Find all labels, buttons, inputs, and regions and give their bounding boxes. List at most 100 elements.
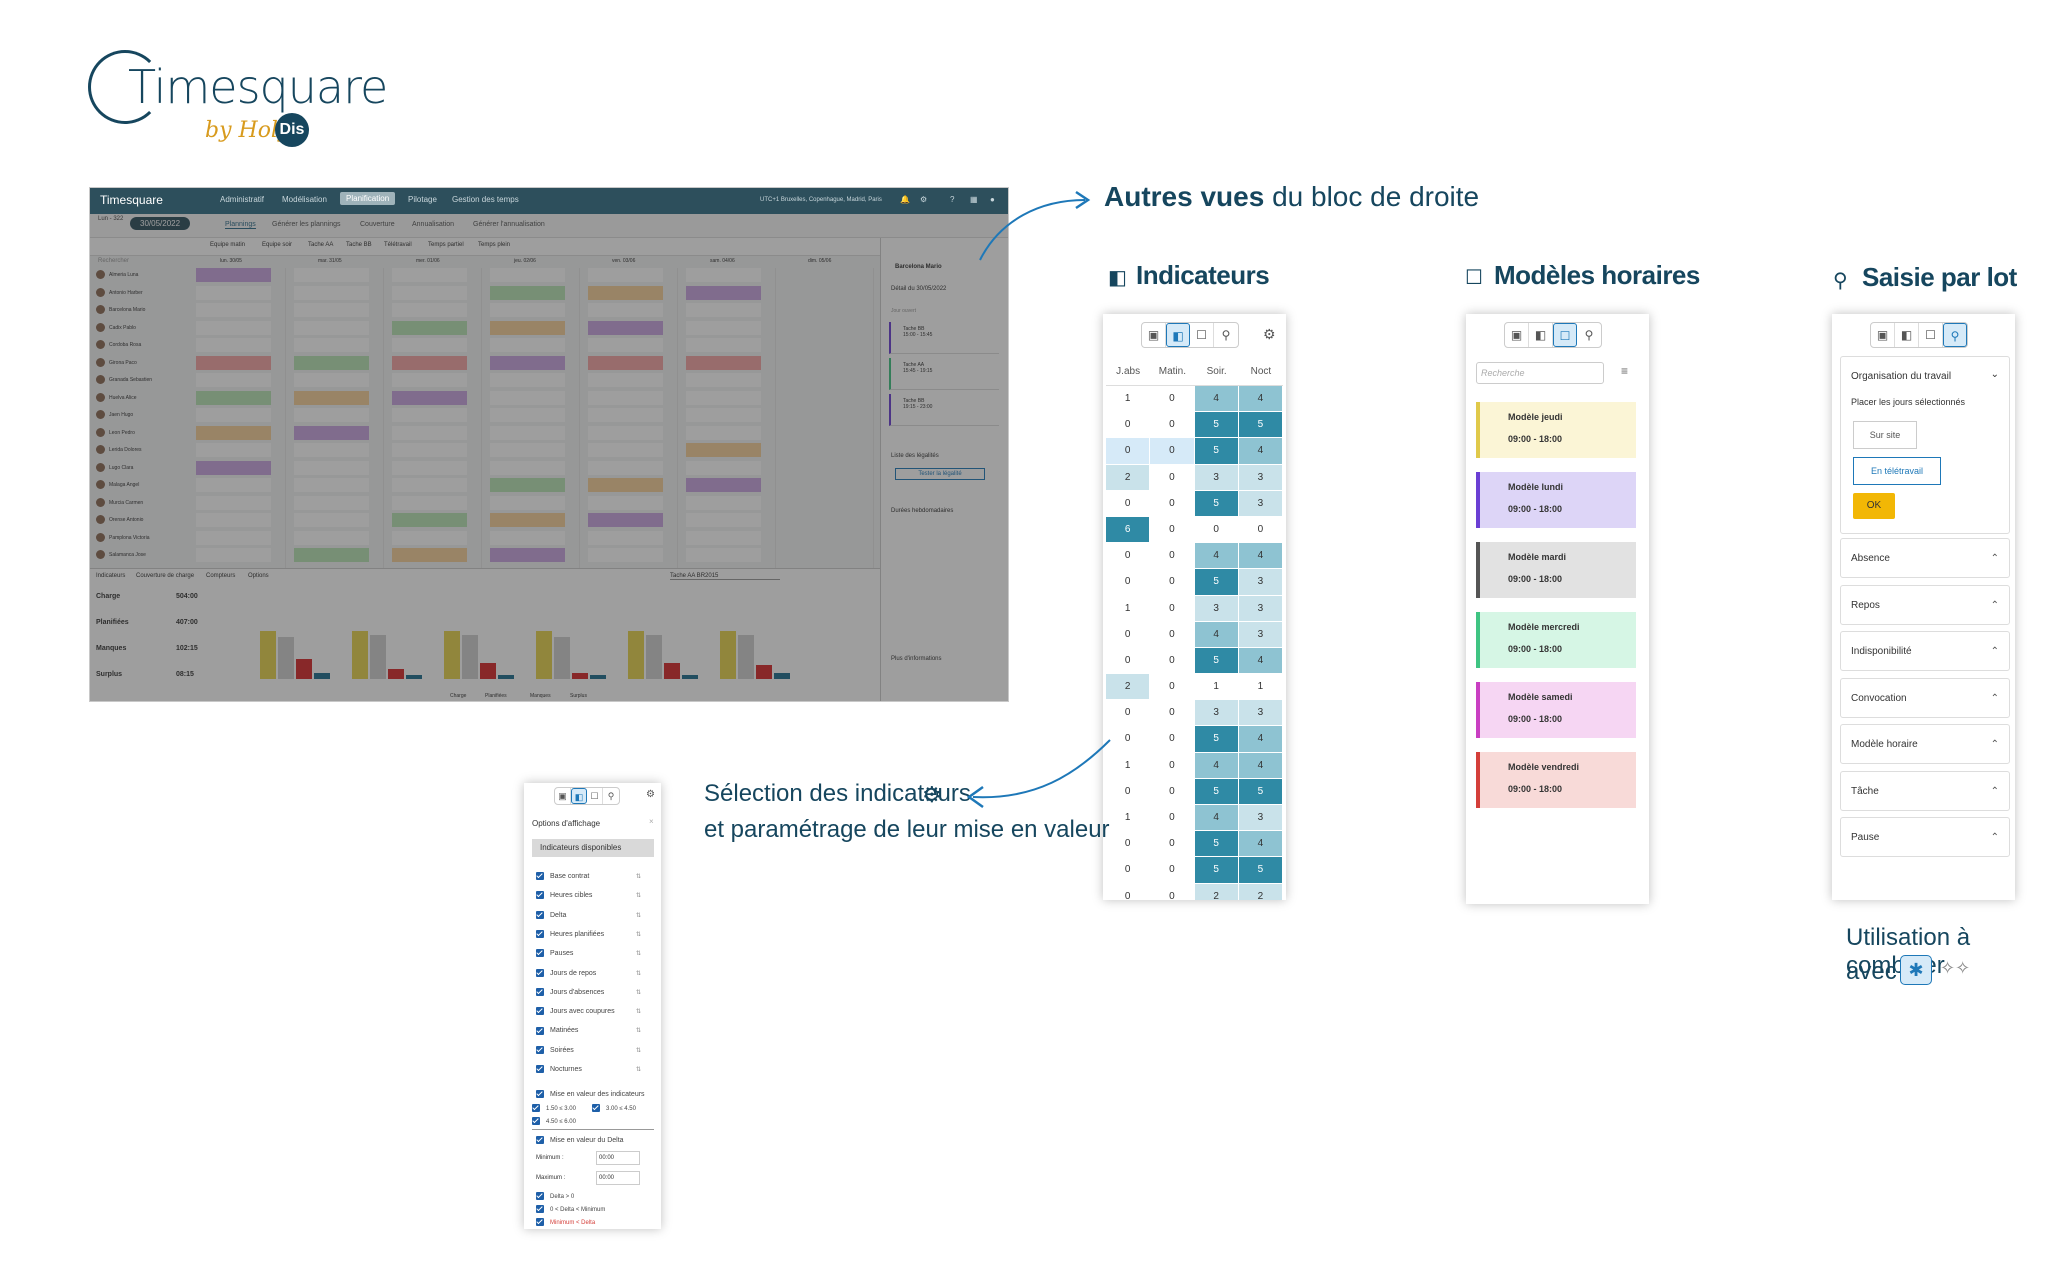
person-row[interactable]: Salamanca Jose [96,548,186,562]
modeles-tab-icon[interactable]: ☐ [1190,323,1214,347]
filter-tache-bb[interactable]: Tache BB [346,242,372,248]
indicator-cell[interactable]: 2 [1238,883,1283,900]
filter-tache-aa[interactable]: Tache AA [308,242,334,248]
shift-cell[interactable] [196,303,271,317]
bottom-tab-compteurs[interactable]: Compteurs [206,573,236,579]
right-plus[interactable]: Plus d'informations [891,656,942,662]
shift-cell[interactable] [490,320,565,335]
indicator-cell[interactable]: 3 [1238,700,1283,727]
shift-cell[interactable] [490,390,565,405]
option-item[interactable]: Matinées ⇅ [536,1025,641,1037]
shift-cell[interactable] [588,268,663,282]
range-row-2[interactable]: 3.00 ≤ 4.50 [592,1103,636,1115]
tester-legalite-button[interactable]: Tester la légalité [895,468,985,480]
shift-cell[interactable] [196,408,271,422]
checkbox[interactable] [536,1136,544,1145]
person-row[interactable]: Barcelona Mario [96,303,186,317]
saisie-tab-icon[interactable]: ⚲ [1221,328,1231,342]
filter-temps-partiel[interactable]: Temps partiel [428,242,464,248]
filter-equipe-matin[interactable]: Equipe matin [210,242,246,248]
shift-cell[interactable] [686,495,761,510]
indicator-cell[interactable]: 0 [1150,674,1195,701]
indicator-cell[interactable]: 0 [1106,831,1151,858]
checkbox[interactable] [532,1117,540,1126]
help-icon[interactable]: ? [950,195,955,204]
shift-cell[interactable] [392,530,467,545]
shift-cell[interactable] [196,443,271,457]
shift-cell[interactable] [392,373,467,387]
person-row[interactable]: Antonio Harber [96,286,186,300]
shift-cell[interactable] [588,478,663,492]
shift-cell[interactable] [294,303,369,317]
indicator-cell[interactable]: 1 [1194,674,1239,701]
option-item[interactable]: Delta ⇅ [536,910,641,922]
indicator-cell[interactable]: 5 [1238,412,1283,439]
saisie-tab-icon[interactable]: ⚲ [607,791,615,801]
range-row-3[interactable]: 4.50 ≤ 6.00 [532,1116,576,1128]
option-item[interactable]: Nocturnes ⇅ [536,1064,641,1076]
person-row[interactable]: Pamplona Victoria [96,531,186,545]
indicators-tab-icon[interactable]: ◧ [1895,323,1919,347]
indicator-cell[interactable]: 5 [1238,857,1283,884]
indicator-cell[interactable]: 0 [1150,412,1195,439]
indicator-cell[interactable]: 0 [1106,569,1151,596]
checkbox[interactable] [536,1045,544,1054]
indicator-cell[interactable]: 0 [1150,490,1195,517]
person-row[interactable]: Murcia Carmen [96,496,186,510]
bell-icon[interactable]: 🔔 [900,195,910,204]
indicator-cell[interactable]: 4 [1238,543,1283,570]
modele-card[interactable]: Modèle mercredi 09:00 - 18:00 [1476,612,1636,668]
shift-cell[interactable] [686,303,761,317]
shift-cell[interactable] [196,355,271,370]
shift-cell[interactable] [294,548,369,562]
shift-cell[interactable] [392,268,467,282]
shift-cell[interactable] [490,373,565,387]
indicator-cell[interactable]: 3 [1194,700,1239,727]
teletravail-button[interactable]: En télétravail [1853,457,1941,485]
mise-delta-row[interactable]: Mise en valeur du Delta [536,1135,624,1147]
checkbox[interactable] [536,1218,544,1227]
tab-couverture[interactable]: Couverture [360,221,395,228]
shift-cell[interactable] [294,355,369,370]
indicator-cell[interactable]: 4 [1194,386,1239,413]
indicator-cell[interactable]: 0 [1150,621,1195,648]
shift-cell[interactable] [490,530,565,545]
filter-icon[interactable]: ≡ [1621,364,1629,378]
checkbox[interactable] [536,930,544,939]
shift-cell[interactable] [490,355,565,370]
person-row[interactable]: Cadix Pablo [96,321,186,335]
modele-card[interactable]: Modèle lundi 09:00 - 18:00 [1476,472,1636,528]
shift-cell[interactable] [392,320,467,335]
saisie-section-3[interactable]: Convocation ⌃ [1840,677,2010,718]
option-item[interactable]: Base contrat ⇅ [536,871,641,883]
indicator-cell[interactable]: 1 [1238,674,1283,701]
shift-cell[interactable] [392,408,467,422]
shift-cell[interactable] [686,548,761,562]
indicator-cell[interactable]: 1 [1106,595,1151,622]
indicators-tab-icon[interactable]: ◧ [571,788,587,804]
shift-cell[interactable] [392,425,467,440]
shift-cell[interactable] [196,513,271,527]
indicator-cell[interactable]: 0 [1150,543,1195,570]
person-row[interactable]: Malaga Angel [96,478,186,492]
indicator-cell[interactable]: 0 [1106,438,1151,465]
chevron-up-icon[interactable]: ⌃ [1990,785,1999,797]
shift-cell[interactable] [588,443,663,457]
shift-cell[interactable] [686,390,761,405]
shift-cell[interactable] [588,548,663,562]
shift-cell[interactable] [294,425,369,440]
checkbox[interactable] [536,968,544,977]
sort-icon[interactable]: ⇅ [636,989,642,996]
shift-cell[interactable] [588,373,663,387]
shift-cell[interactable] [490,460,565,475]
nav-modelisation[interactable]: Modélisation [282,195,327,204]
shift-cell[interactable] [196,373,271,387]
ok-button[interactable]: OK [1853,493,1895,519]
person-row[interactable]: Huelva Alice [96,391,186,405]
shift-cell[interactable] [686,338,761,352]
shift-cell[interactable] [490,478,565,492]
shift-cell[interactable] [686,478,761,492]
indicator-cell[interactable]: 0 [1150,516,1195,544]
indicator-cell[interactable]: 5 [1194,831,1239,858]
shift-cell[interactable] [686,513,761,527]
